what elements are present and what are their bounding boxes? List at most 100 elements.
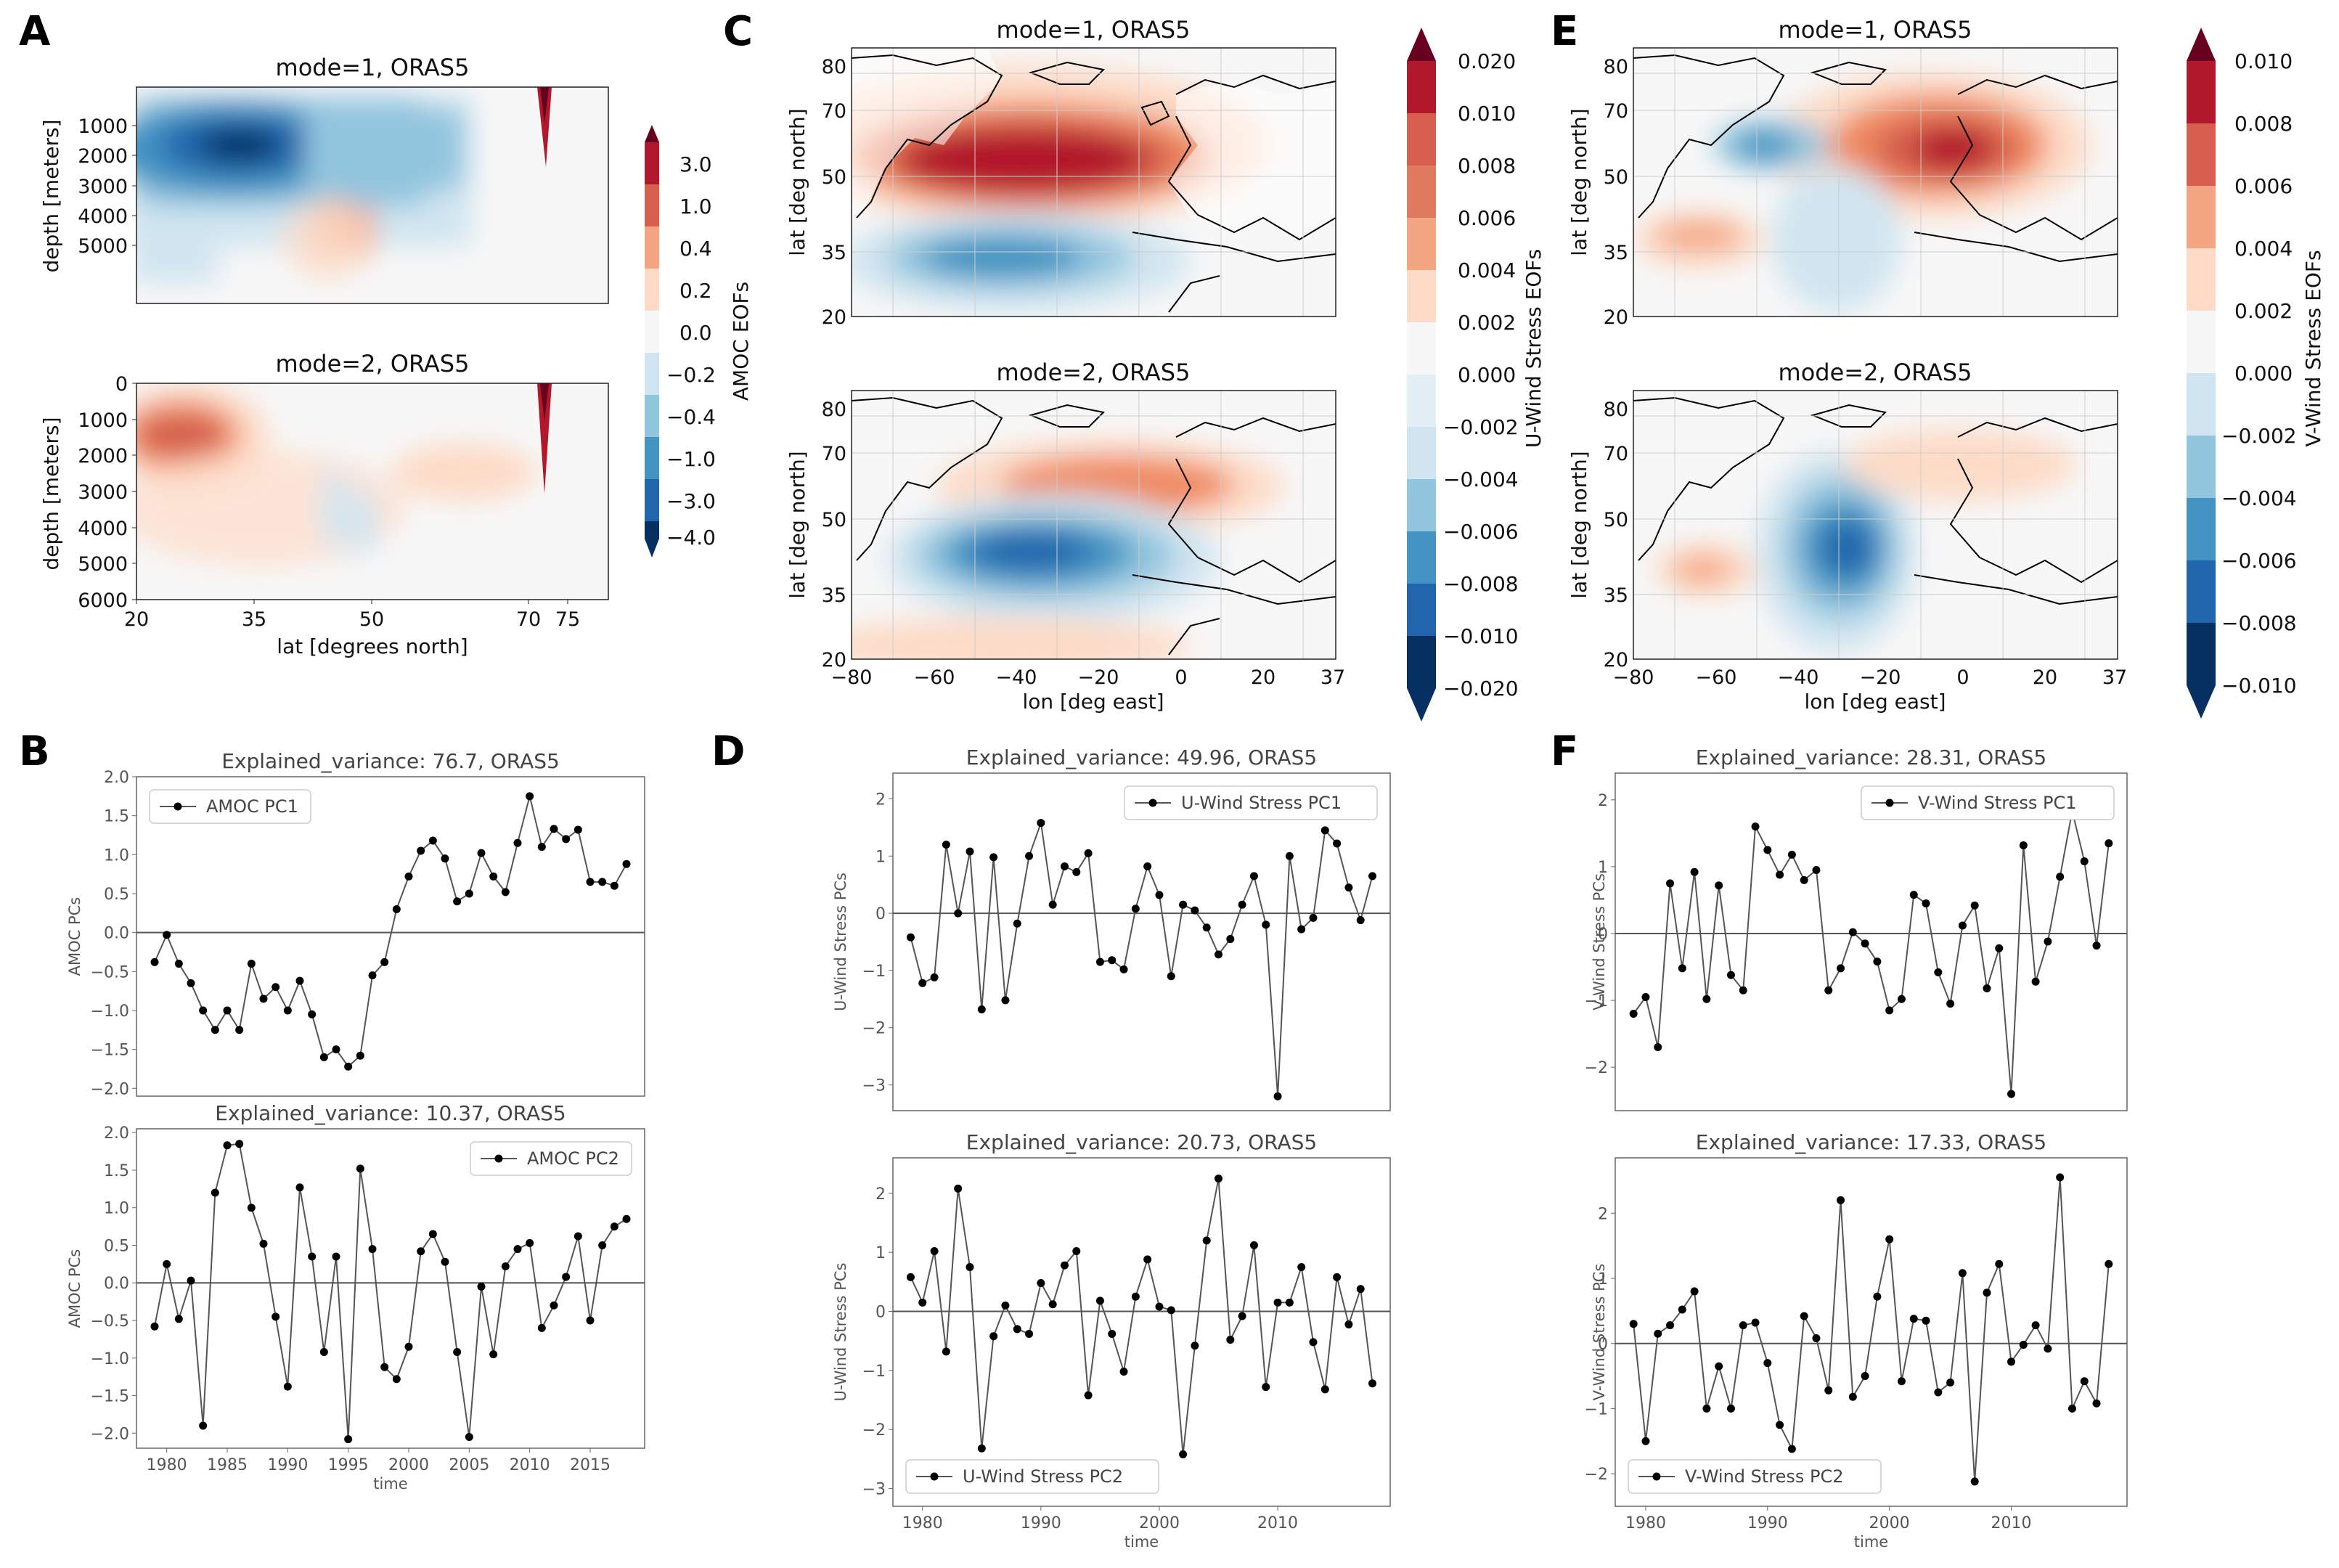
- data-point: [319, 1053, 328, 1061]
- chart-title: Explained_variance: 17.33, ORAS5: [1696, 1130, 2046, 1154]
- data-point: [428, 836, 437, 845]
- e-xtick: −60: [1696, 666, 1737, 689]
- c-xtick: 37: [1320, 666, 1345, 689]
- a-cbar-tick: 0.2: [679, 279, 712, 303]
- y-tick-label: −1.0: [91, 1350, 129, 1368]
- panel-a-bottom-title: mode=2, ORAS5: [276, 350, 470, 377]
- data-point: [906, 1273, 915, 1281]
- y-axis-label: U-Wind Stress PCs: [832, 873, 849, 1011]
- panel-label-a: A: [19, 8, 51, 55]
- series-line: [1633, 811, 2110, 1095]
- data-point: [1958, 921, 1967, 930]
- data-point: [1297, 1263, 1306, 1272]
- data-point: [2019, 841, 2028, 849]
- data-point: [489, 1350, 498, 1359]
- data-point: [1702, 995, 1711, 1003]
- series-line: [154, 1143, 627, 1440]
- e-bottom-ytick: 35: [1604, 584, 1628, 607]
- data-point: [247, 1204, 256, 1212]
- legend-box: [470, 1141, 632, 1176]
- a-cbar-tick: −0.2: [666, 363, 716, 387]
- legend: V-Wind Stress PC1: [1861, 785, 2115, 820]
- data-point: [404, 1342, 413, 1351]
- data-point: [1167, 1306, 1175, 1315]
- data-point: [2056, 1173, 2065, 1182]
- data-point: [954, 909, 963, 918]
- data-point: [1666, 879, 1675, 888]
- c-xtick: −20: [1078, 666, 1119, 689]
- data-point: [368, 971, 377, 980]
- y-tick-label: −0.5: [91, 963, 129, 981]
- e-cbar-tick: −0.008: [2221, 611, 2297, 635]
- e-xtick: 37: [2102, 666, 2127, 689]
- x-tick-label: 1980: [1625, 1514, 1666, 1532]
- data-point: [1800, 1312, 1808, 1320]
- data-point: [1202, 1236, 1211, 1245]
- x-tick-label: 1980: [902, 1514, 943, 1532]
- a-xtick: 75: [555, 608, 580, 631]
- data-point: [1368, 1379, 1377, 1388]
- data-point: [332, 1045, 340, 1054]
- panel-a-top-title: mode=1, ORAS5: [276, 54, 470, 81]
- gridlines: [852, 391, 1336, 659]
- c-xtick: −40: [996, 666, 1037, 689]
- data-point: [598, 878, 607, 886]
- c-top-ytick: 70: [822, 100, 846, 123]
- c-bottom-ytick: 50: [822, 509, 846, 531]
- data-point: [1238, 900, 1246, 909]
- y-tick-label: 0.5: [104, 1237, 129, 1255]
- c-xtick: 20: [1251, 666, 1275, 689]
- y-axis-label: AMOC PCs: [66, 1249, 83, 1328]
- data-point: [562, 1273, 571, 1281]
- legend-marker: [930, 1472, 939, 1481]
- data-point: [392, 905, 401, 913]
- data-point: [1800, 875, 1808, 884]
- data-point: [163, 1259, 171, 1268]
- x-tick-label: 2000: [388, 1456, 429, 1474]
- e-bottom-ylabel: lat [deg north]: [1567, 451, 1591, 598]
- c-cbar-tick: −0.010: [1443, 624, 1519, 648]
- data-point: [356, 1051, 364, 1060]
- data-point: [259, 995, 268, 1003]
- data-point: [1897, 995, 1906, 1003]
- data-point: [526, 1238, 534, 1247]
- x-tick-label: 1980: [147, 1456, 187, 1474]
- data-point: [942, 841, 950, 849]
- data-point: [1262, 1383, 1270, 1392]
- chart-b1: Explained_variance: 76.7, ORAS5 2.0 1.5 1.0…: [66, 749, 645, 1098]
- e-xtick: −20: [1860, 666, 1901, 689]
- c-cbar-tick: 0.020: [1458, 49, 1516, 73]
- data-point: [259, 1239, 268, 1248]
- y-tick-label: 2: [875, 791, 886, 809]
- data-point: [1368, 872, 1377, 881]
- data-point: [1297, 925, 1306, 934]
- c-cbar-tick: −0.006: [1443, 520, 1519, 544]
- y-tick-label: 1.0: [104, 1200, 129, 1218]
- panel-c: mode=1, ORAS5: [785, 16, 1546, 722]
- panel-a: mode=1, ORAS5 mode=2, ORAS5: [39, 54, 753, 658]
- legend-marker: [494, 1154, 503, 1163]
- data-point: [1143, 862, 1152, 870]
- data-point: [1824, 986, 1833, 995]
- data-point: [428, 1230, 437, 1238]
- legend-marker: [1885, 799, 1894, 807]
- data-point: [223, 1141, 232, 1150]
- a-bottom-ytick: 6000: [78, 589, 128, 612]
- e-top-ytick: 80: [1604, 56, 1628, 78]
- data-point: [1285, 1298, 1294, 1307]
- data-point: [1013, 1325, 1021, 1334]
- a-xtick: 50: [359, 608, 384, 631]
- y-tick-label: −2: [1585, 1466, 1608, 1484]
- data-point: [380, 957, 389, 966]
- legend-box: [1861, 785, 2115, 820]
- e-cbar-label: V-Wind Stress EOFs: [2301, 250, 2325, 446]
- data-point: [1787, 850, 1796, 859]
- panel-a-colorbar: 3.0 1.0 0.4 0.2 0.0 −0.2 −0.4 −1.0 −3.0 …: [645, 125, 753, 558]
- gridlines: [852, 48, 1336, 317]
- e-cbar-tick: 0.010: [2234, 49, 2293, 73]
- a-top-ytick: 1000: [78, 115, 128, 138]
- c-top-ylabel: lat [deg north]: [785, 108, 809, 256]
- a-cbar-tick: −3.0: [666, 489, 716, 513]
- data-point: [1273, 1092, 1282, 1101]
- e-cbar-tick: −0.004: [2221, 486, 2297, 510]
